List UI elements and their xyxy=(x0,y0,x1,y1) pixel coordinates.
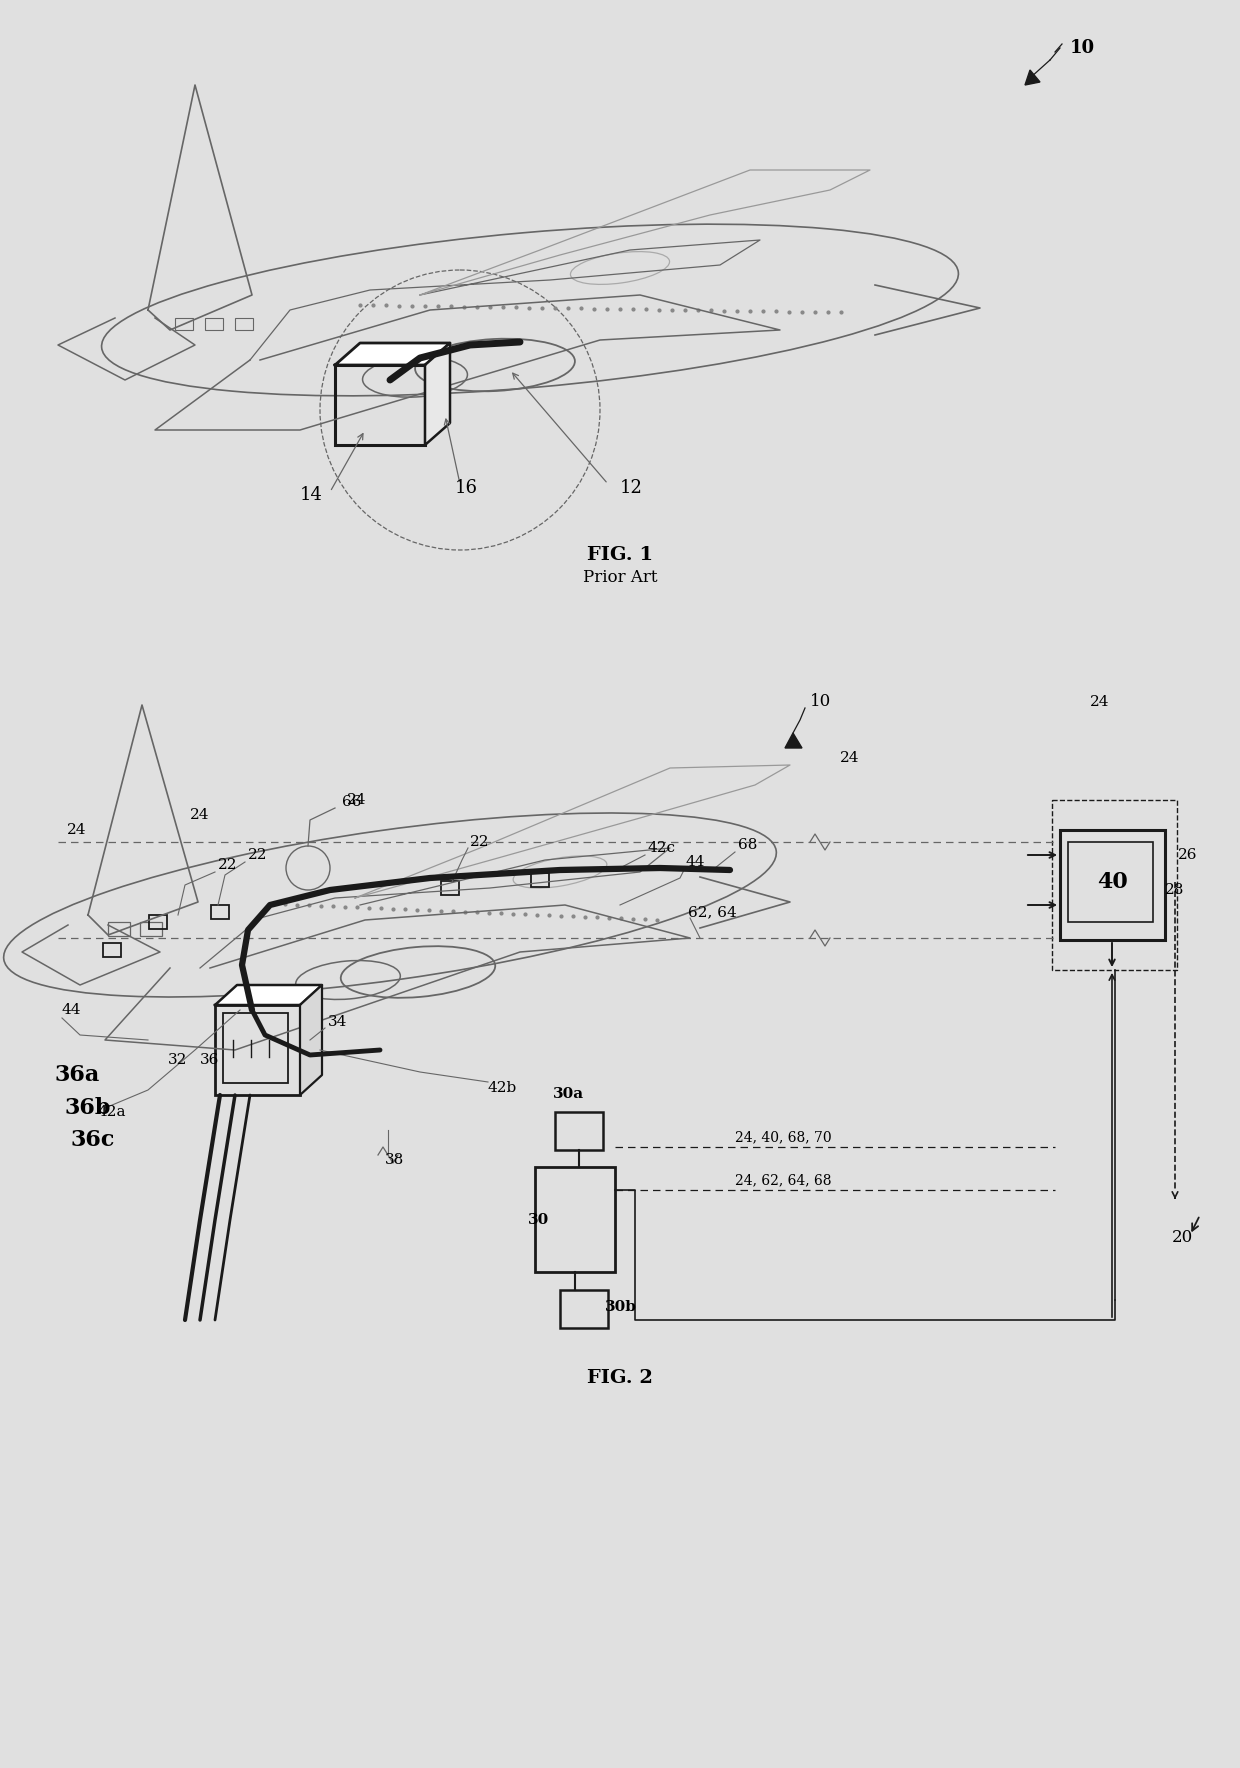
Text: 42a: 42a xyxy=(98,1105,126,1119)
Text: 44: 44 xyxy=(62,1002,82,1017)
Text: 42c: 42c xyxy=(649,842,676,856)
Text: 22: 22 xyxy=(470,834,490,849)
Bar xyxy=(560,1291,608,1328)
Text: 24: 24 xyxy=(839,751,859,766)
Bar xyxy=(1052,799,1177,971)
Text: Prior Art: Prior Art xyxy=(583,569,657,587)
Bar xyxy=(556,1112,603,1149)
Text: 10: 10 xyxy=(810,693,831,711)
Bar xyxy=(175,318,193,331)
Polygon shape xyxy=(335,343,450,364)
Text: 26: 26 xyxy=(1178,849,1198,863)
Bar xyxy=(531,873,549,888)
Text: 12: 12 xyxy=(620,479,642,497)
Polygon shape xyxy=(425,343,450,446)
Text: 38: 38 xyxy=(384,1153,404,1167)
Text: 24, 40, 68, 70: 24, 40, 68, 70 xyxy=(735,1130,832,1144)
Bar xyxy=(140,921,162,935)
Bar xyxy=(1060,829,1166,941)
Polygon shape xyxy=(215,985,322,1004)
Text: 40: 40 xyxy=(1096,872,1127,893)
Text: 10: 10 xyxy=(1070,39,1095,57)
Text: 62, 64: 62, 64 xyxy=(688,905,737,919)
Text: 68: 68 xyxy=(738,838,758,852)
Bar xyxy=(335,364,425,446)
Text: 36b: 36b xyxy=(64,1096,112,1119)
Text: 66: 66 xyxy=(342,796,362,810)
Bar xyxy=(1068,842,1153,921)
Text: 24: 24 xyxy=(347,794,367,806)
Bar xyxy=(103,942,122,956)
Text: 24: 24 xyxy=(190,808,210,822)
Bar xyxy=(236,318,253,331)
Text: 36: 36 xyxy=(200,1054,219,1068)
Text: 24, 62, 64, 68: 24, 62, 64, 68 xyxy=(735,1172,832,1186)
Text: 14: 14 xyxy=(300,486,322,504)
Text: 30: 30 xyxy=(528,1213,549,1227)
Polygon shape xyxy=(785,734,802,748)
Text: 30a: 30a xyxy=(553,1087,584,1101)
Text: FIG. 1: FIG. 1 xyxy=(587,546,653,564)
Bar xyxy=(223,1013,288,1084)
Bar xyxy=(441,880,459,895)
Bar xyxy=(205,318,223,331)
Bar xyxy=(215,1004,300,1094)
Polygon shape xyxy=(1025,71,1040,85)
Polygon shape xyxy=(300,985,322,1094)
Text: 36a: 36a xyxy=(55,1064,100,1086)
Text: 24: 24 xyxy=(1090,695,1110,709)
Bar xyxy=(149,916,167,928)
Bar xyxy=(211,905,229,919)
Text: 42b: 42b xyxy=(489,1080,517,1094)
Text: 36c: 36c xyxy=(69,1130,114,1151)
Text: 30b: 30b xyxy=(605,1299,637,1314)
Text: 24: 24 xyxy=(67,822,87,836)
Text: 22: 22 xyxy=(218,857,238,872)
Text: FIG. 2: FIG. 2 xyxy=(587,1368,653,1388)
Text: 16: 16 xyxy=(455,479,477,497)
Bar xyxy=(534,1167,615,1271)
Text: 20: 20 xyxy=(1172,1229,1193,1246)
Text: 28: 28 xyxy=(1166,882,1184,896)
Bar xyxy=(108,921,130,935)
Text: 44: 44 xyxy=(684,856,704,870)
Text: 32: 32 xyxy=(167,1054,187,1068)
Text: 22: 22 xyxy=(248,849,268,863)
Text: 34: 34 xyxy=(329,1015,347,1029)
